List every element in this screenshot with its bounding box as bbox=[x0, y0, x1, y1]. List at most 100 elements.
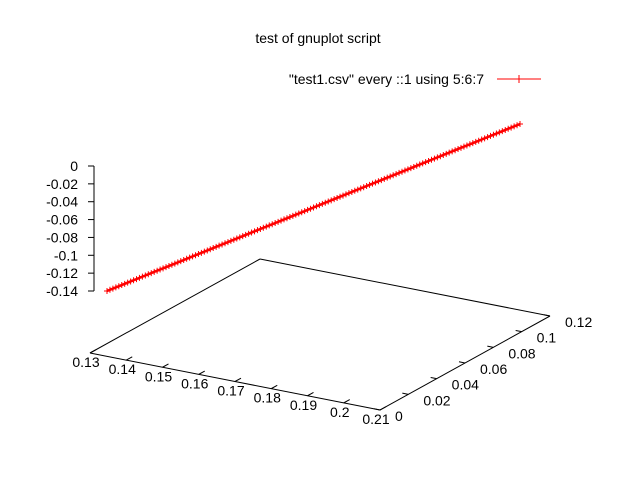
data-point-marker bbox=[257, 225, 264, 232]
x-tick-mark bbox=[379, 406, 387, 411]
data-point-marker bbox=[168, 261, 175, 268]
data-point-marker bbox=[278, 217, 285, 224]
data-point-marker bbox=[292, 211, 299, 218]
x-tick-label: 0.15 bbox=[145, 368, 172, 384]
z-tick-label: 0 bbox=[70, 158, 78, 174]
data-point-marker bbox=[289, 212, 296, 219]
x-tick-mark bbox=[162, 363, 169, 368]
data-point-marker bbox=[493, 130, 500, 137]
data-point-marker bbox=[505, 125, 512, 132]
data-point-marker bbox=[390, 172, 397, 179]
data-point-marker bbox=[148, 270, 155, 277]
data-point-marker bbox=[139, 273, 146, 280]
data-point-marker bbox=[121, 280, 128, 287]
data-point-marker bbox=[219, 241, 226, 248]
data-point-marker bbox=[263, 223, 270, 230]
data-point-marker bbox=[165, 262, 172, 269]
data-point-marker bbox=[160, 265, 167, 272]
data-point-marker bbox=[272, 220, 279, 227]
data-point-marker bbox=[275, 218, 282, 225]
y-tick-label: 0.1 bbox=[537, 330, 557, 346]
x-tick-label: 0.2 bbox=[330, 404, 350, 420]
data-point-marker bbox=[301, 208, 308, 215]
data-point-marker bbox=[189, 253, 196, 260]
data-point-marker bbox=[443, 150, 450, 157]
data-point-marker bbox=[118, 282, 125, 289]
data-point-marker bbox=[109, 285, 116, 292]
data-point-marker bbox=[342, 191, 349, 198]
data-point-marker bbox=[372, 179, 379, 186]
z-tick-label: -0.02 bbox=[46, 176, 78, 192]
data-point-marker bbox=[310, 204, 317, 211]
data-point-marker bbox=[514, 122, 521, 129]
data-point-marker bbox=[452, 147, 459, 154]
data-point-marker bbox=[410, 163, 417, 170]
data-point-marker bbox=[325, 198, 332, 205]
tick-labels: 0.13 0.14 0.15 0.16 0.17 0.18 0.19 0.2 0.21 0 0.02… bbox=[46, 158, 592, 427]
data-point-marker bbox=[404, 166, 411, 173]
data-point-marker bbox=[224, 239, 231, 246]
data-point-marker bbox=[407, 165, 414, 172]
data-point-marker bbox=[455, 146, 462, 153]
data-point-marker bbox=[351, 187, 358, 194]
data-point-marker bbox=[260, 224, 267, 231]
data-point-marker bbox=[201, 248, 208, 255]
back-right-edge bbox=[259, 258, 551, 317]
chart-title: test of gnuplot script bbox=[255, 30, 380, 46]
data-point-marker bbox=[431, 155, 438, 162]
x-tick-label: 0.21 bbox=[362, 411, 389, 427]
data-point-marker bbox=[319, 200, 326, 207]
data-point-marker bbox=[334, 194, 341, 201]
data-point-marker bbox=[337, 193, 344, 200]
data-point-marker bbox=[230, 236, 237, 243]
data-point-marker bbox=[375, 178, 382, 185]
data-point-marker bbox=[434, 154, 441, 161]
data-point-marker bbox=[413, 162, 420, 169]
data-point-marker bbox=[157, 266, 164, 273]
z-tick-label: -0.12 bbox=[46, 265, 78, 281]
data-point-marker bbox=[331, 196, 338, 203]
x-tick-label: 0.13 bbox=[72, 354, 99, 370]
data-point-marker bbox=[154, 267, 161, 274]
data-point-marker bbox=[511, 123, 518, 130]
data-point-marker bbox=[216, 242, 223, 249]
data-point-marker bbox=[419, 160, 426, 167]
data-point-marker bbox=[499, 128, 506, 135]
data-point-marker bbox=[145, 271, 152, 278]
y-tick-mark bbox=[373, 408, 381, 411]
data-point-marker bbox=[106, 286, 113, 293]
y-tick-label: 0 bbox=[395, 408, 403, 424]
y-tick-mark bbox=[402, 392, 409, 395]
data-point-marker bbox=[239, 233, 246, 240]
data-point-marker bbox=[496, 129, 503, 136]
data-point-marker bbox=[449, 148, 456, 155]
x-tick-mark bbox=[198, 370, 205, 375]
data-point-marker bbox=[316, 202, 323, 209]
data-point-marker bbox=[307, 205, 314, 212]
y-tick-label: 0.12 bbox=[565, 314, 592, 330]
data-point-marker bbox=[136, 274, 143, 281]
data-point-marker bbox=[502, 126, 509, 133]
y-tick-label: 0.04 bbox=[452, 377, 479, 393]
data-point-marker bbox=[269, 221, 276, 228]
data-point-marker bbox=[340, 192, 346, 199]
data-point-marker bbox=[133, 276, 140, 283]
data-point-marker bbox=[490, 131, 497, 138]
y-tick-mark bbox=[430, 376, 437, 380]
data-point-marker bbox=[242, 231, 249, 238]
data-point-marker bbox=[463, 142, 470, 149]
y-tick-label: 0.02 bbox=[423, 392, 450, 408]
data-point-marker bbox=[295, 210, 302, 217]
data-point-marker bbox=[425, 157, 432, 164]
y-tick-mark bbox=[487, 345, 494, 348]
data-point-marker bbox=[151, 268, 158, 275]
data-point-marker bbox=[478, 136, 485, 143]
data-point-marker bbox=[348, 188, 355, 195]
x-tick-mark bbox=[89, 349, 97, 354]
data-point-marker bbox=[213, 243, 220, 250]
data-point-marker bbox=[245, 230, 252, 237]
x-tick-mark bbox=[271, 384, 278, 390]
data-point-marker bbox=[437, 153, 444, 160]
z-tick-label: -0.04 bbox=[46, 194, 78, 210]
